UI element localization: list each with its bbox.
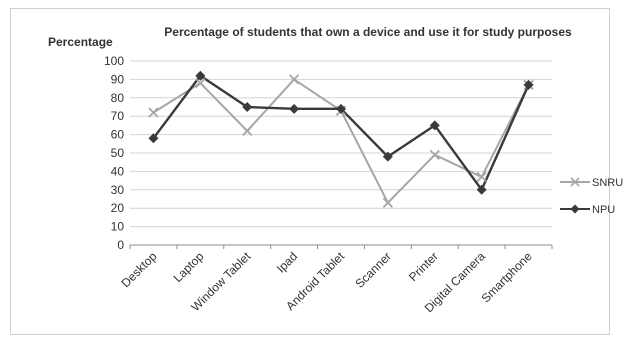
y-tick-label-100: 100 — [104, 54, 124, 68]
y-tick-label-30: 30 — [111, 183, 125, 197]
data-point-snru-7 — [476, 171, 487, 183]
data-point-snru-0 — [148, 107, 159, 118]
x-category-label-3: Ipad — [274, 249, 300, 275]
data-point-npu-4 — [336, 103, 346, 114]
legend-label-npu: NPU — [592, 204, 615, 216]
y-tick-label-10: 10 — [111, 220, 125, 234]
chart-title: Percentage of students that own a device… — [164, 25, 572, 39]
series-lines — [152, 74, 530, 204]
y-axis-label: Percentage — [48, 35, 113, 49]
data-point-npu-6 — [429, 120, 440, 131]
y-tick-label-90: 90 — [111, 72, 125, 86]
data-point-npu-5 — [382, 151, 393, 162]
x-category-label-1: Laptop — [171, 249, 207, 285]
data-point-snru-1 — [195, 77, 206, 89]
data-point-npu-3 — [289, 103, 300, 114]
legend: SNRU NPU — [560, 177, 623, 216]
x-category-label-6: Printer — [406, 249, 441, 284]
legend-label-snru: SNRU — [592, 177, 623, 189]
x-category-label-0: Desktop — [119, 249, 160, 290]
data-point-npu-0 — [148, 133, 159, 144]
x-axis — [129, 244, 553, 249]
data-point-snru-3 — [288, 74, 300, 85]
y-tick-label-70: 70 — [111, 109, 125, 123]
data-point-snru-2 — [242, 125, 253, 137]
y-tick-label-20: 20 — [111, 201, 125, 215]
data-point-npu-8 — [523, 79, 534, 90]
data-point-npu-1 — [195, 70, 206, 81]
y-tick-label-50: 50 — [111, 146, 125, 160]
data-point-snru-5 — [382, 197, 394, 208]
y-tick-label-0: 0 — [117, 238, 124, 252]
y-tick-label-40: 40 — [111, 164, 125, 178]
y-axis-ticks: 0 10 20 30 40 50 60 70 80 90 100 — [104, 54, 124, 252]
x-category-label-5: Scanner — [353, 249, 395, 291]
data-point-snru-6 — [429, 149, 440, 160]
data-point-npu-2 — [242, 102, 253, 112]
legend-marker-snru — [570, 177, 580, 187]
series-markers — [148, 70, 534, 208]
y-tick-label-80: 80 — [111, 91, 125, 105]
legend-marker-npu — [570, 204, 580, 214]
y-tick-label-60: 60 — [111, 128, 125, 142]
x-category-label-8: Smartphone — [479, 249, 535, 305]
data-point-npu-7 — [476, 184, 487, 195]
